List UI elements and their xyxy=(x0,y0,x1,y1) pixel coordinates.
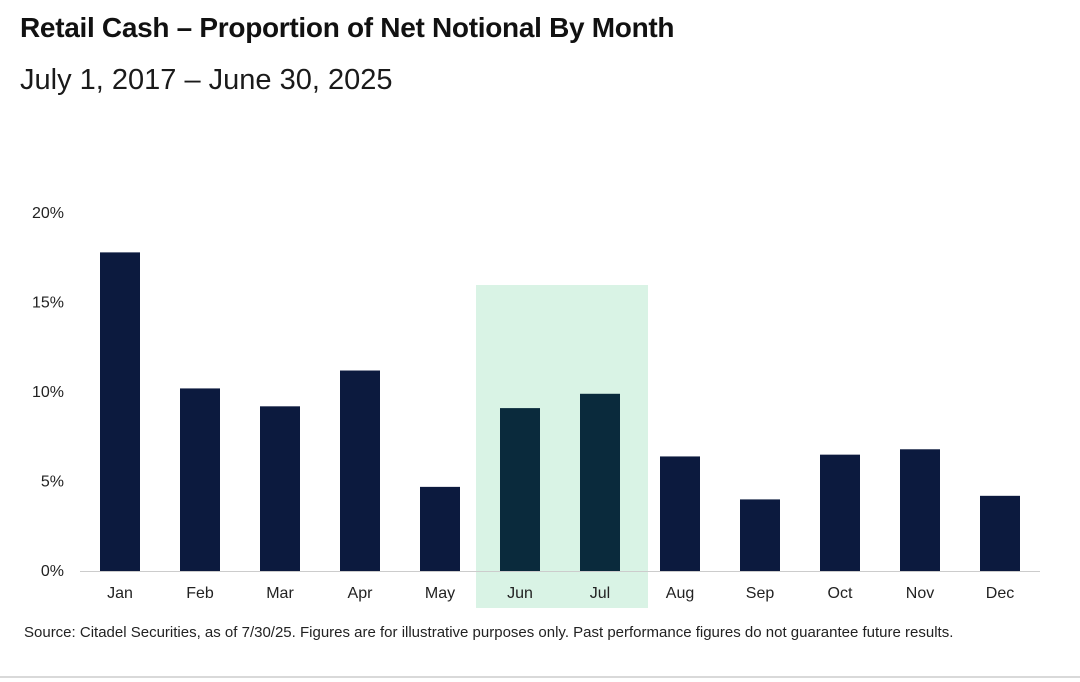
y-tick-label: 20% xyxy=(32,205,64,222)
x-tick-label: May xyxy=(425,585,455,602)
chart-subtitle: July 1, 2017 – June 30, 2025 xyxy=(20,64,393,96)
bar-aug xyxy=(660,456,700,571)
x-tick-label: Mar xyxy=(266,585,294,602)
x-tick-label: Aug xyxy=(666,585,694,602)
bar-feb xyxy=(180,388,220,571)
y-tick-label: 5% xyxy=(41,474,64,491)
bar-jan xyxy=(100,252,140,571)
x-tick-label: Dec xyxy=(986,585,1014,602)
y-tick-label: 0% xyxy=(41,563,64,580)
bar-jun xyxy=(500,408,540,571)
bar-dec xyxy=(980,495,1020,571)
source-footnote: Source: Citadel Securities, as of 7/30/2… xyxy=(24,624,954,641)
x-tick-label: Jun xyxy=(507,585,533,602)
y-tick-label: 10% xyxy=(32,384,64,401)
bar-sep xyxy=(740,499,780,571)
chart-title: Retail Cash – Proportion of Net Notional… xyxy=(20,12,675,43)
x-tick-label: Jan xyxy=(107,585,133,602)
bar-apr xyxy=(340,370,380,571)
bar-jul xyxy=(580,393,620,571)
x-tick-label: Sep xyxy=(746,585,775,602)
y-tick-label: 15% xyxy=(32,295,64,312)
bar-mar xyxy=(260,406,300,571)
x-tick-label: Jul xyxy=(590,585,610,602)
bottom-divider xyxy=(0,676,1080,678)
bar-oct xyxy=(820,454,860,571)
x-tick-label: Nov xyxy=(906,585,934,602)
x-tick-label: Feb xyxy=(186,585,214,602)
bar-chart: 0% 5% 10% 15% 20% Jan Feb Mar Apr May Jun Jul Aug Sep… xyxy=(32,205,1040,608)
bar-may xyxy=(420,486,460,571)
x-tick-label: Oct xyxy=(828,585,853,602)
bar-nov xyxy=(900,449,940,571)
x-tick-label: Apr xyxy=(348,585,374,602)
